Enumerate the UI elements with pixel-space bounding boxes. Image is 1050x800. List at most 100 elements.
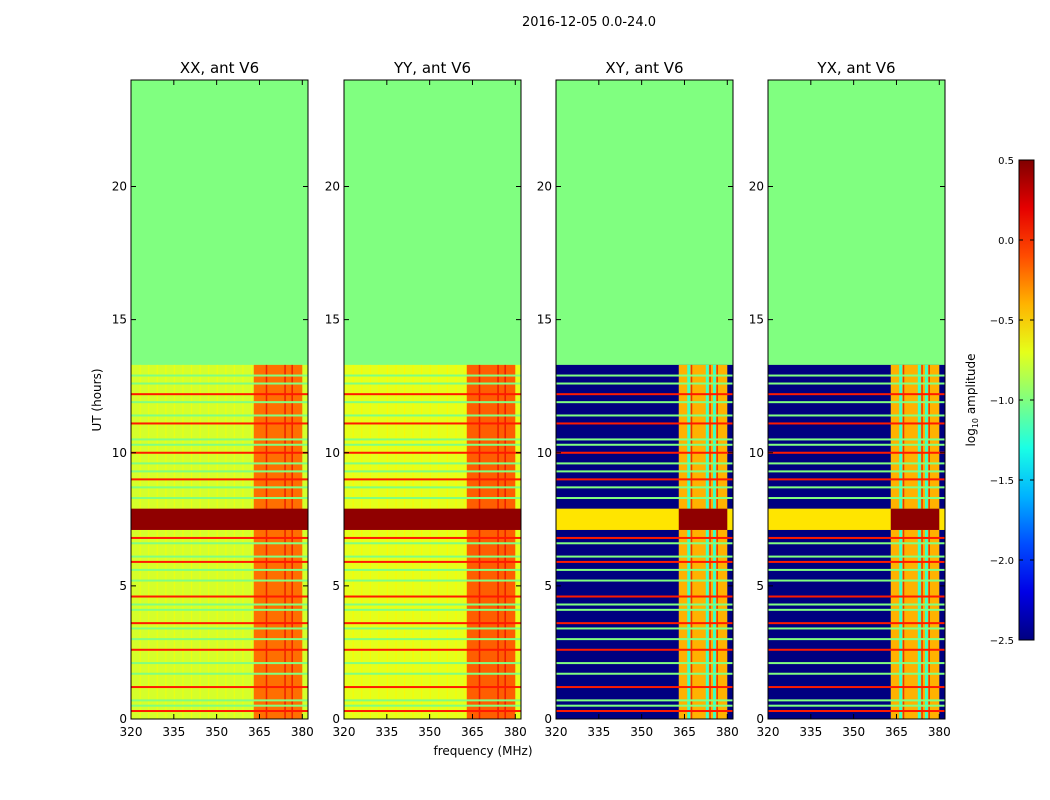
channel-ripple [344, 364, 346, 719]
flag-line [556, 568, 733, 571]
bright-band [131, 508, 308, 530]
panel-3: XY, ant V6 320 335 350 365 380 0 5 10 15 20 [537, 59, 739, 739]
flag-line [344, 686, 521, 689]
flag-line [768, 638, 945, 641]
channel-ripple [429, 364, 431, 719]
flag-line [768, 536, 945, 539]
channel-ripple [378, 364, 380, 719]
flag-line [131, 648, 308, 651]
x-tick-label: 365 [673, 725, 696, 739]
flag-line [344, 542, 521, 545]
channel-ripple [463, 364, 466, 719]
y-tick-label: 5 [544, 579, 552, 593]
x-tick-label: 350 [630, 725, 653, 739]
band-gap [924, 364, 928, 719]
flag-line [768, 486, 945, 489]
band-line [902, 364, 905, 719]
y-tick-label: 0 [544, 712, 552, 726]
channel-ripple [455, 364, 457, 719]
x-tick-label: 335 [162, 725, 185, 739]
flag-line [556, 627, 733, 630]
flag-line [768, 497, 945, 500]
flag-line [768, 542, 945, 545]
flag-line [131, 622, 308, 625]
flag-line [131, 672, 308, 675]
colorbar: 0.5 0.0 −0.5 −1.0 −1.5 −2.0 −2.5 log10 amplitud… [964, 156, 1035, 647]
y-tick-label: 20 [325, 180, 340, 194]
flag-line [556, 608, 733, 611]
flag-line [768, 686, 945, 689]
flag-line [556, 438, 733, 441]
channel-ripple [165, 364, 167, 719]
flag-line [131, 579, 308, 582]
flag-line [131, 422, 308, 425]
x-tick-label: 335 [587, 725, 610, 739]
flag-line [131, 542, 308, 545]
channel-ripple [403, 364, 406, 719]
flag-line [131, 438, 308, 441]
flag-line [344, 497, 521, 500]
flag-line [768, 603, 945, 606]
y-tick-label: 15 [325, 313, 340, 327]
panel-frame [130, 79, 309, 720]
flag-line [131, 560, 308, 563]
x-axis-label: frequency (MHz) [433, 744, 532, 758]
flag-line [344, 568, 521, 571]
flag-line [344, 438, 521, 441]
flag-line [556, 560, 733, 563]
flag-line [131, 478, 308, 481]
panel-1: XX, ant V6 320 335 350 365 380 0 5 10 15 20 [112, 59, 314, 739]
flag-line [556, 382, 733, 385]
flag-line [768, 382, 945, 385]
flag-line [131, 470, 308, 473]
panel-heatmap [768, 80, 945, 719]
flag-line [768, 648, 945, 651]
flag-line [131, 374, 308, 377]
flag-line [344, 595, 521, 598]
x-tick-label: 350 [418, 725, 441, 739]
colorbar-tick-label: −1.0 [990, 396, 1014, 407]
flag-line [768, 595, 945, 598]
flag-line [131, 462, 308, 465]
flag-line [131, 497, 308, 500]
colorbar-tick-label: −2.5 [990, 636, 1014, 647]
flag-line [344, 401, 521, 404]
colorbar-tick-label: −2.0 [990, 556, 1014, 567]
band-line [497, 364, 499, 719]
channel-ripple [250, 364, 253, 719]
channel-ripple [139, 364, 141, 719]
panel-frame [343, 79, 522, 720]
flag-line [768, 555, 945, 558]
flag-line [131, 393, 308, 396]
flag-line [556, 374, 733, 377]
band-line [716, 364, 718, 719]
flag-line [556, 579, 733, 582]
flag-line [556, 699, 733, 702]
flag-line [768, 462, 945, 465]
flag-line [556, 497, 733, 500]
flag-line [768, 608, 945, 611]
x-tick-label: 335 [375, 725, 398, 739]
flag-line [131, 414, 308, 417]
flag-line [556, 648, 733, 651]
flag-line [131, 686, 308, 689]
flag-line [556, 462, 733, 465]
y-tick-label: 15 [112, 313, 127, 327]
flag-line [131, 568, 308, 571]
panel-title: YY, ant V6 [393, 59, 471, 77]
channel-ripple [438, 364, 440, 719]
x-tick-label: 365 [248, 725, 271, 739]
band-line [504, 364, 506, 719]
channel-ripple [233, 364, 235, 719]
panel-title: XX, ant V6 [180, 59, 259, 77]
panel-title: XY, ant V6 [605, 59, 683, 77]
x-tick-label: 335 [799, 725, 822, 739]
flag-line [131, 662, 308, 665]
flag-line [768, 699, 945, 702]
flag-line [344, 672, 521, 675]
band-line [265, 364, 268, 719]
flag-line [768, 393, 945, 396]
channel-ripple [216, 364, 218, 719]
colorbar-tick-label: −1.5 [990, 476, 1014, 487]
